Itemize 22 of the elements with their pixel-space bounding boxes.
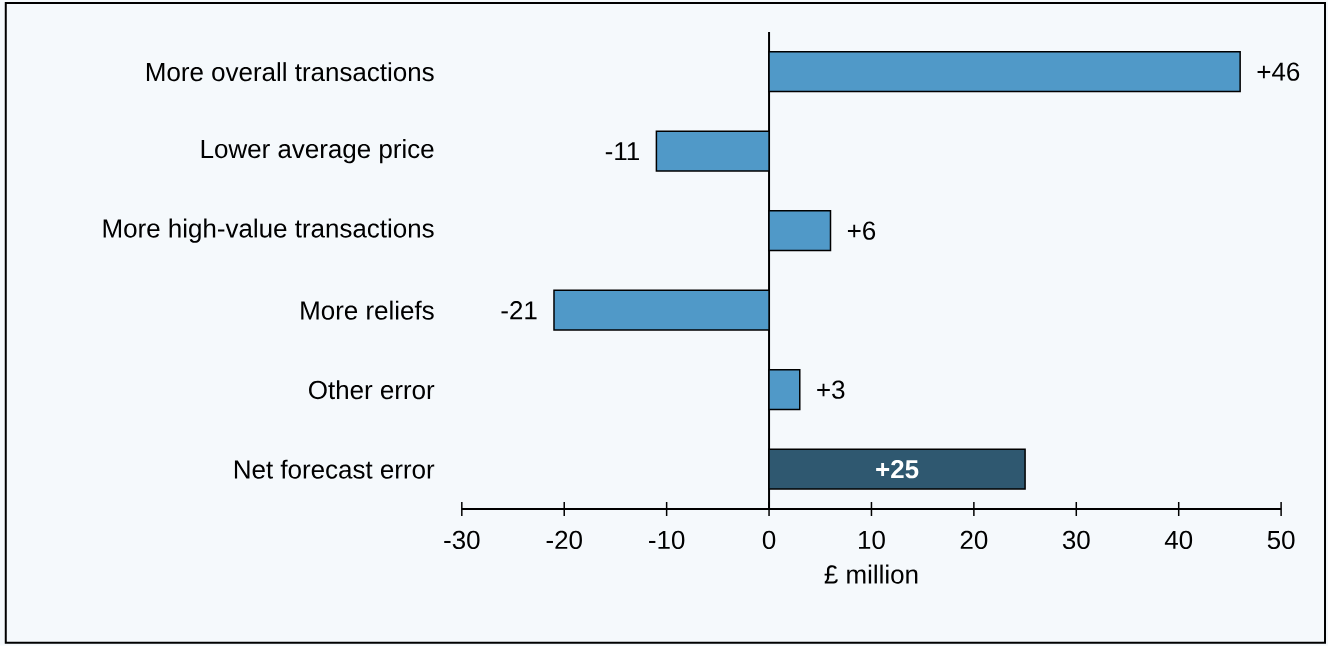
y-tick-label: Other error	[309, 380, 435, 400]
x-axis-title: £ million	[824, 564, 918, 584]
data-label: -11	[605, 142, 639, 161]
x-tick-label: 20	[960, 530, 988, 550]
y-tick-label: Net forecast error	[234, 459, 435, 479]
y-tick-label: More high-value transactions	[103, 218, 434, 243]
x-tick-label: -30	[444, 530, 480, 550]
x-tick-label: 10	[859, 530, 885, 550]
data-label: +3	[817, 380, 845, 400]
data-label: +25	[876, 460, 919, 479]
data-label: +6	[847, 221, 876, 241]
data-label: +46	[1257, 62, 1300, 82]
y-tick-label: Lower average price	[201, 139, 434, 164]
y-tick-label: More reliefs	[301, 300, 434, 320]
x-tick-label: -20	[546, 530, 582, 550]
y-tick-label: More overall transactions	[146, 62, 434, 82]
x-tick-label: 0	[762, 530, 776, 550]
x-tick-label: 40	[1164, 530, 1193, 550]
x-tick-label: -10	[649, 530, 685, 550]
x-tick-label: 50	[1267, 530, 1295, 550]
x-tick-label: 30	[1062, 530, 1090, 550]
data-label: -21	[501, 301, 537, 320]
